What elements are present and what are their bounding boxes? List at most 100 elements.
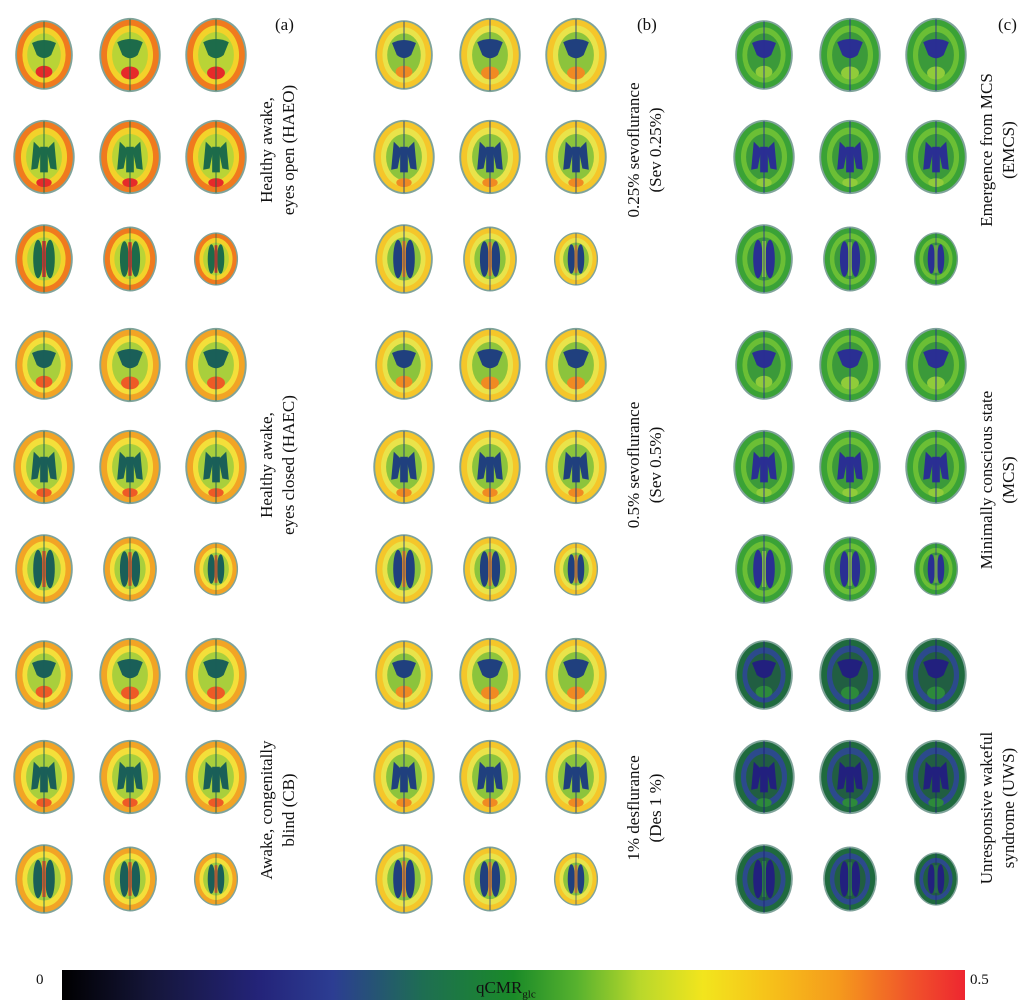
condition-label-line: Emergence from MCS [977, 73, 996, 227]
brain-slice [735, 20, 793, 90]
panel-b-letter: (b) [637, 15, 657, 34]
brain-slice [185, 739, 247, 815]
condition-label-line: 1% desflurance [624, 755, 643, 861]
condition-label-line: 0.25% sevoflurance [624, 82, 643, 218]
brain-slice [905, 17, 967, 93]
brain-slice [193, 852, 239, 906]
condition-label-line: (MCS) [999, 456, 1018, 504]
brain-slice [463, 536, 517, 602]
brain-slice [819, 637, 881, 713]
brain-slice [459, 637, 521, 713]
brain-slice [819, 429, 881, 505]
brain-slice [905, 637, 967, 713]
brain-slice [193, 542, 239, 596]
brain-slice [103, 536, 157, 602]
brain-slice [733, 429, 795, 505]
brain-slice [185, 119, 247, 195]
brain-slice [735, 844, 793, 914]
brain-slice [375, 20, 433, 90]
brain-slice [15, 844, 73, 914]
brain-slice [913, 852, 959, 906]
brain-slice [913, 232, 959, 286]
brain-slice [459, 739, 521, 815]
condition-label-line: Awake, congenitally [257, 740, 276, 880]
condition-label-line: Unresponsive wakeful [977, 731, 996, 885]
brain-slice [553, 852, 599, 906]
brain-slice [545, 17, 607, 93]
brain-slice [15, 224, 73, 294]
brain-slice [375, 534, 433, 604]
condition-label-emcs: Emergence from MCS (EMCS) [976, 73, 1020, 227]
brain-slice [905, 429, 967, 505]
condition-label-line: eyes open (HAEO) [279, 84, 298, 216]
brain-slice [185, 637, 247, 713]
brain-slice [99, 119, 161, 195]
brain-slice [819, 327, 881, 403]
brain-slice [819, 119, 881, 195]
brain-slice [185, 327, 247, 403]
brain-slice [15, 534, 73, 604]
condition-label-mcs: Minimally conscious state (MCS) [976, 391, 1020, 569]
condition-label-uws: Unresponsive wakeful syndrome (UWS) [976, 732, 1020, 885]
brain-slice [733, 119, 795, 195]
condition-label-line: 0.5% sevoflurance [624, 401, 643, 529]
brain-slice [545, 119, 607, 195]
condition-label-line: (Sev 0.25%) [646, 107, 665, 193]
condition-label-line: (Sev 0.5%) [646, 426, 665, 504]
brain-slice [905, 327, 967, 403]
condition-label-line: Healthy awake, [257, 97, 276, 203]
brain-slice [13, 119, 75, 195]
condition-label-line: Minimally conscious state [977, 390, 996, 570]
condition-label-line: eyes closed (HAEC) [279, 395, 298, 535]
brain-slice [553, 542, 599, 596]
brain-slice [733, 739, 795, 815]
condition-label-line: blind (CB) [279, 773, 298, 847]
brain-slice [375, 640, 433, 710]
brain-slice [15, 20, 73, 90]
brain-slice [913, 542, 959, 596]
brain-slice [819, 17, 881, 93]
condition-label-cb: Awake, congenitally blind (CB) [256, 740, 300, 879]
brain-slice [15, 330, 73, 400]
colorbar-max-label: 0.5 [970, 972, 989, 988]
brain-slice [185, 17, 247, 93]
brain-slice [459, 327, 521, 403]
brain-slice [375, 330, 433, 400]
brain-slice [99, 429, 161, 505]
brain-slice [99, 739, 161, 815]
brain-slice [823, 226, 877, 292]
brain-slice [103, 226, 157, 292]
brain-slice [193, 232, 239, 286]
brain-slice [459, 429, 521, 505]
brain-slice [735, 330, 793, 400]
colorbar [62, 970, 965, 1000]
brain-slice [819, 739, 881, 815]
brain-slice [99, 637, 161, 713]
condition-label-line: Healthy awake, [257, 412, 276, 518]
brain-slice [823, 536, 877, 602]
brain-slice [823, 846, 877, 912]
brain-slice [545, 637, 607, 713]
brain-slice [373, 739, 435, 815]
brain-slice [735, 224, 793, 294]
colorbar-min-label: 0 [36, 972, 44, 988]
brain-slice [99, 327, 161, 403]
condition-label-sev025: 0.25% sevoflurance (Sev 0.25%) [623, 82, 667, 217]
condition-label-line: (Des 1 %) [646, 773, 665, 843]
condition-label-line: (EMCS) [999, 121, 1018, 179]
brain-slice [463, 846, 517, 912]
brain-slice [735, 640, 793, 710]
brain-slice [13, 429, 75, 505]
brain-slice [545, 739, 607, 815]
brain-slice [545, 429, 607, 505]
panel-c-letter: (c) [998, 15, 1017, 34]
panel-a-letter: (a) [275, 15, 294, 34]
condition-label-sev05: 0.5% sevoflurance (Sev 0.5%) [623, 402, 667, 529]
condition-label-haec: Healthy awake, eyes closed (HAEC) [256, 395, 300, 535]
brain-slice [185, 429, 247, 505]
brain-slice [103, 846, 157, 912]
brain-slice [459, 17, 521, 93]
brain-slice [375, 844, 433, 914]
brain-slice [905, 119, 967, 195]
